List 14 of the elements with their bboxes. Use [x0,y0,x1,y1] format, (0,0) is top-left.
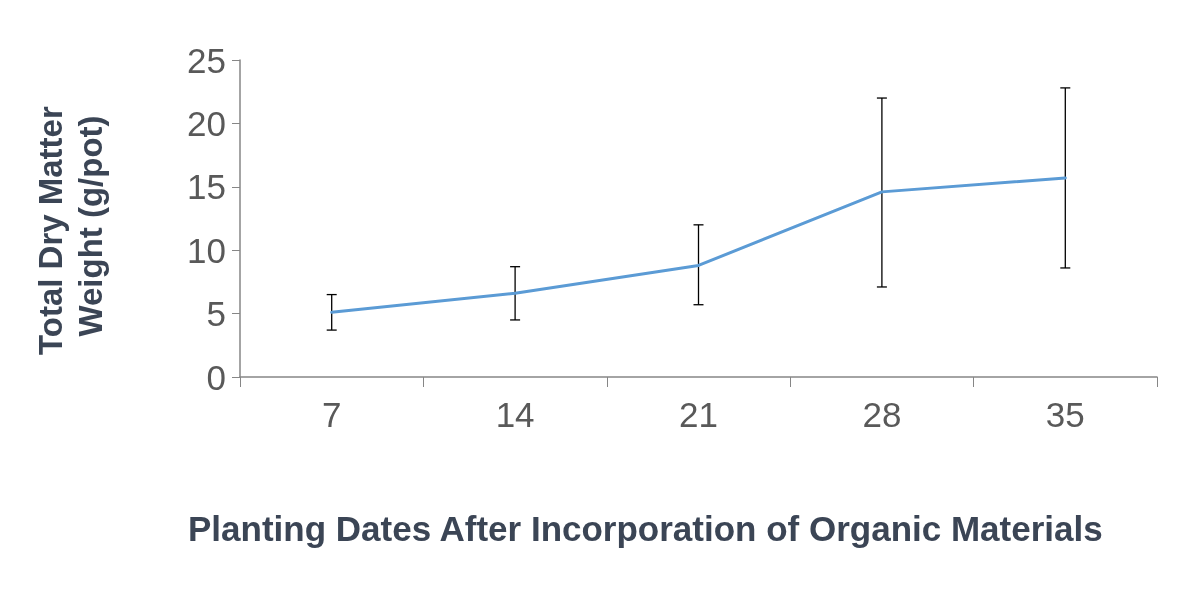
y-axis-title: Total Dry Matter Weight (g/pot) [31,97,109,355]
y-tick-label: 15 [187,167,226,207]
y-tick-label: 25 [187,40,226,80]
y-tick-label: 5 [206,294,226,334]
y-tick-label: 20 [187,103,226,143]
x-tick-label: 21 [679,395,718,434]
line-series [330,176,1067,314]
x-tick-label: 14 [495,395,535,434]
x-tick-label: 35 [1045,395,1085,434]
x-axis-title: Planting Dates After Incorporation of Organic Materials [188,508,1103,548]
x-tick-label: 7 [321,395,342,434]
x-tick-label: 28 [862,395,902,434]
y-tick-label: 10 [187,230,226,270]
y-tick-label: 0 [206,357,226,397]
